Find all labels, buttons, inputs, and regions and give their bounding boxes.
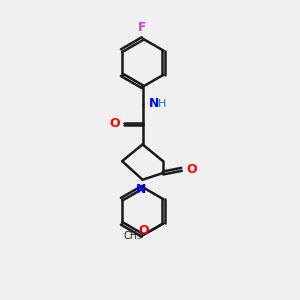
Text: CH₃: CH₃ bbox=[123, 231, 141, 242]
Text: H: H bbox=[158, 99, 166, 109]
Text: N: N bbox=[149, 97, 160, 110]
Text: F: F bbox=[138, 21, 147, 34]
Text: N: N bbox=[136, 183, 146, 196]
Text: O: O bbox=[186, 163, 197, 176]
Text: O: O bbox=[138, 224, 148, 237]
Text: O: O bbox=[109, 118, 119, 130]
